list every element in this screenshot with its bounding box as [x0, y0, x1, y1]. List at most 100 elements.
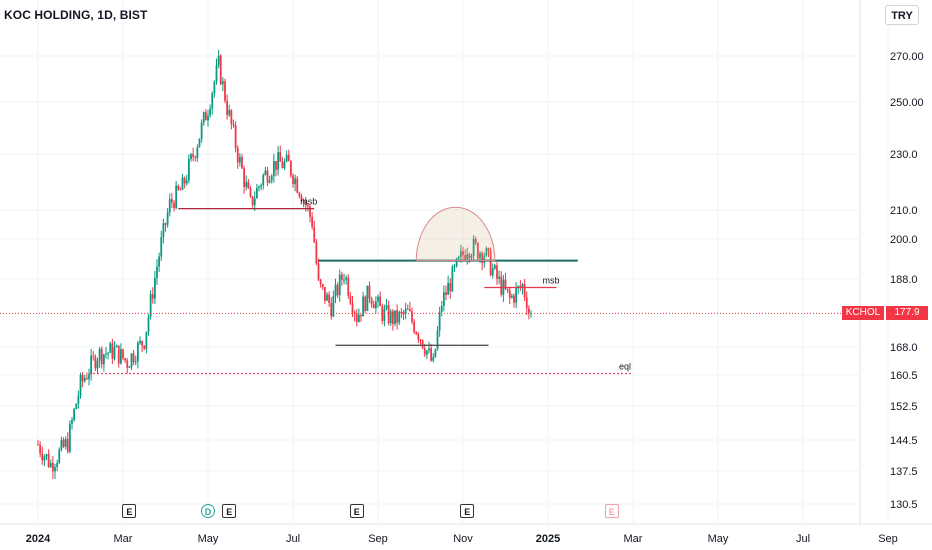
candle-body [309, 206, 311, 217]
candle-body [230, 110, 233, 125]
candle-body [115, 345, 118, 348]
candle-body [389, 311, 392, 324]
candle-body [130, 353, 133, 367]
candle-body [185, 180, 188, 184]
candle-body [243, 168, 246, 187]
candle-body [181, 177, 184, 190]
candle-body [198, 138, 201, 148]
candle-body [340, 274, 343, 280]
candle-body [402, 312, 405, 314]
candle-body [85, 378, 88, 380]
candle-body [468, 254, 471, 258]
currency-button[interactable]: TRY [885, 5, 919, 25]
candle-body [462, 251, 464, 256]
candle-body [474, 238, 477, 243]
candle-body [423, 347, 426, 355]
candle-body [51, 463, 54, 472]
candle-body [164, 223, 167, 225]
candle-body [190, 154, 192, 160]
candle-body [94, 356, 97, 369]
candle-body [374, 301, 377, 309]
last-price-label: 177.9 [886, 306, 928, 321]
earnings-marker[interactable]: E [222, 504, 237, 518]
candle-body [317, 263, 320, 280]
candle-body [166, 212, 169, 225]
candle-body [300, 196, 303, 202]
x-tick-label: Mar [114, 533, 133, 545]
candle-body [489, 250, 492, 276]
candle-body [445, 292, 447, 295]
candle-body [362, 296, 365, 317]
candle-body [370, 298, 373, 305]
candle-body [66, 438, 69, 452]
candle-body [406, 308, 409, 310]
candle-body [173, 202, 175, 209]
candle-body [432, 356, 435, 361]
candle-body [249, 188, 252, 197]
candle-body [466, 254, 469, 260]
candle-body [321, 284, 324, 287]
candle-body [343, 279, 345, 281]
candle-body [234, 125, 237, 149]
candle-body [523, 284, 526, 298]
candle-body [153, 277, 156, 299]
earnings-marker[interactable]: E [604, 504, 619, 518]
candle-body [313, 226, 316, 243]
candle-body [287, 154, 290, 162]
candle-body [83, 378, 86, 381]
candle-body [366, 285, 369, 311]
earnings-marker[interactable]: E [349, 504, 364, 518]
candle-body [438, 312, 441, 331]
candle-body [204, 112, 207, 121]
candle-body [408, 309, 411, 311]
candle-body [281, 161, 284, 169]
candle-body [219, 55, 222, 85]
x-tick-label: Jul [796, 533, 810, 545]
candle-body [360, 314, 362, 317]
candle-body [221, 81, 224, 85]
candle-body [510, 295, 513, 298]
candle-body [117, 345, 120, 364]
candle-body [383, 308, 386, 321]
candle-body [207, 115, 209, 121]
earnings-marker[interactable]: E [460, 504, 475, 518]
candle-body [285, 154, 288, 162]
candle-body [100, 348, 103, 365]
x-tick-label: May [198, 533, 219, 545]
candle-body [41, 453, 44, 461]
candle-body [245, 182, 248, 187]
y-tick-label: 230.0 [890, 149, 918, 161]
candle-body [506, 288, 509, 291]
x-tick-label: Nov [453, 533, 473, 545]
candle-body [236, 148, 239, 163]
candle-body [145, 331, 148, 349]
candle-body [457, 256, 460, 259]
candle-body [525, 297, 528, 309]
candle-body [232, 124, 235, 126]
candle-body [187, 159, 190, 181]
candle-body [255, 187, 258, 199]
candle-body [162, 223, 165, 238]
candle-body [345, 277, 348, 280]
candle-body [311, 216, 314, 227]
candle-body [421, 340, 424, 348]
candle-body [194, 156, 197, 158]
candle-body [147, 316, 150, 332]
y-tick-label: 188.0 [890, 274, 918, 286]
dividend-marker[interactable]: D [201, 504, 215, 518]
y-tick-label: 144.5 [890, 435, 918, 447]
candle-body [102, 354, 105, 365]
chart-title: KOC HOLDING, 1D, BIST [4, 8, 148, 22]
candle-body [179, 189, 182, 191]
candle-body [451, 266, 454, 292]
candle-body [192, 154, 195, 157]
candle-body [241, 156, 243, 169]
earnings-marker[interactable]: E [122, 504, 137, 518]
candle-body [175, 185, 178, 209]
candle-body [298, 192, 301, 197]
arc-shape [415, 206, 496, 262]
y-tick-label: 210.0 [890, 205, 918, 217]
candle-body [196, 147, 199, 158]
candle-body [73, 408, 76, 421]
